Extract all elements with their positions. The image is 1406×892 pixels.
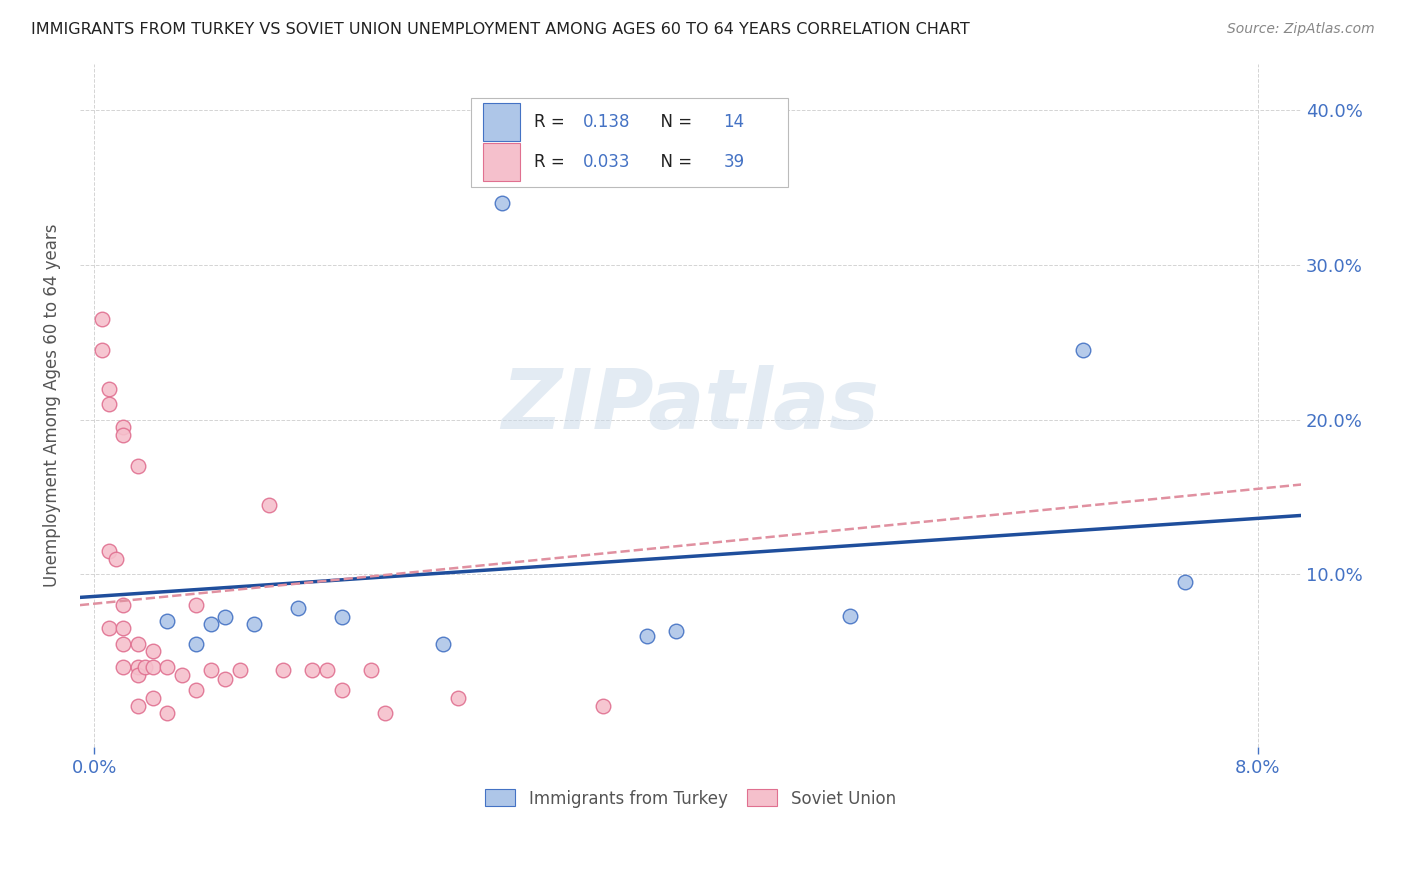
Text: IMMIGRANTS FROM TURKEY VS SOVIET UNION UNEMPLOYMENT AMONG AGES 60 TO 64 YEARS CO: IMMIGRANTS FROM TURKEY VS SOVIET UNION U… bbox=[31, 22, 970, 37]
Point bbox=[97, 397, 120, 411]
Point bbox=[134, 660, 156, 674]
Point bbox=[142, 690, 165, 705]
Point bbox=[432, 637, 454, 651]
Point bbox=[330, 683, 353, 698]
Point bbox=[127, 637, 149, 651]
Point bbox=[156, 706, 179, 721]
Text: 14: 14 bbox=[724, 113, 745, 131]
Point bbox=[1174, 574, 1197, 589]
Point bbox=[360, 663, 382, 677]
Point bbox=[90, 343, 112, 357]
Point bbox=[374, 706, 396, 721]
Point bbox=[97, 382, 120, 396]
FancyBboxPatch shape bbox=[482, 103, 520, 141]
Point bbox=[592, 698, 614, 713]
Point bbox=[665, 624, 688, 639]
Point bbox=[90, 312, 112, 326]
Point bbox=[142, 660, 165, 674]
Point bbox=[186, 637, 208, 651]
Point bbox=[156, 660, 179, 674]
Point bbox=[170, 667, 193, 681]
Point bbox=[127, 698, 149, 713]
Point bbox=[112, 660, 135, 674]
Text: 0.138: 0.138 bbox=[583, 113, 630, 131]
Y-axis label: Unemployment Among Ages 60 to 64 years: Unemployment Among Ages 60 to 64 years bbox=[44, 224, 60, 588]
Point bbox=[330, 610, 353, 624]
Point bbox=[447, 690, 470, 705]
Legend: Immigrants from Turkey, Soviet Union: Immigrants from Turkey, Soviet Union bbox=[478, 782, 903, 814]
Point bbox=[156, 614, 179, 628]
Point bbox=[105, 551, 128, 566]
Point bbox=[200, 663, 222, 677]
Point bbox=[127, 667, 149, 681]
Point bbox=[112, 428, 135, 442]
Point bbox=[287, 601, 309, 615]
Point bbox=[112, 637, 135, 651]
Point bbox=[186, 683, 208, 698]
Text: Source: ZipAtlas.com: Source: ZipAtlas.com bbox=[1227, 22, 1375, 37]
Point bbox=[491, 196, 513, 211]
Point bbox=[839, 609, 862, 624]
Point bbox=[301, 663, 323, 677]
Point bbox=[214, 673, 236, 687]
Point bbox=[127, 660, 149, 674]
Text: R =: R = bbox=[534, 153, 571, 170]
Point bbox=[112, 621, 135, 635]
Point bbox=[636, 629, 658, 643]
Text: 0.033: 0.033 bbox=[583, 153, 630, 170]
FancyBboxPatch shape bbox=[482, 143, 520, 180]
Point bbox=[112, 598, 135, 612]
Text: N =: N = bbox=[650, 113, 697, 131]
Point bbox=[316, 663, 339, 677]
Point bbox=[1071, 343, 1094, 357]
Text: ZIPatlas: ZIPatlas bbox=[502, 365, 879, 446]
Point bbox=[186, 598, 208, 612]
Point bbox=[243, 616, 266, 631]
Point bbox=[229, 663, 252, 677]
Point bbox=[214, 610, 236, 624]
Point bbox=[127, 458, 149, 473]
Point bbox=[97, 544, 120, 558]
FancyBboxPatch shape bbox=[471, 98, 789, 187]
Point bbox=[142, 644, 165, 658]
Point bbox=[273, 663, 295, 677]
Text: N =: N = bbox=[650, 153, 697, 170]
Text: R =: R = bbox=[534, 113, 571, 131]
Point bbox=[200, 616, 222, 631]
Text: 39: 39 bbox=[724, 153, 745, 170]
Point bbox=[257, 498, 280, 512]
Point bbox=[97, 621, 120, 635]
Point bbox=[112, 420, 135, 434]
